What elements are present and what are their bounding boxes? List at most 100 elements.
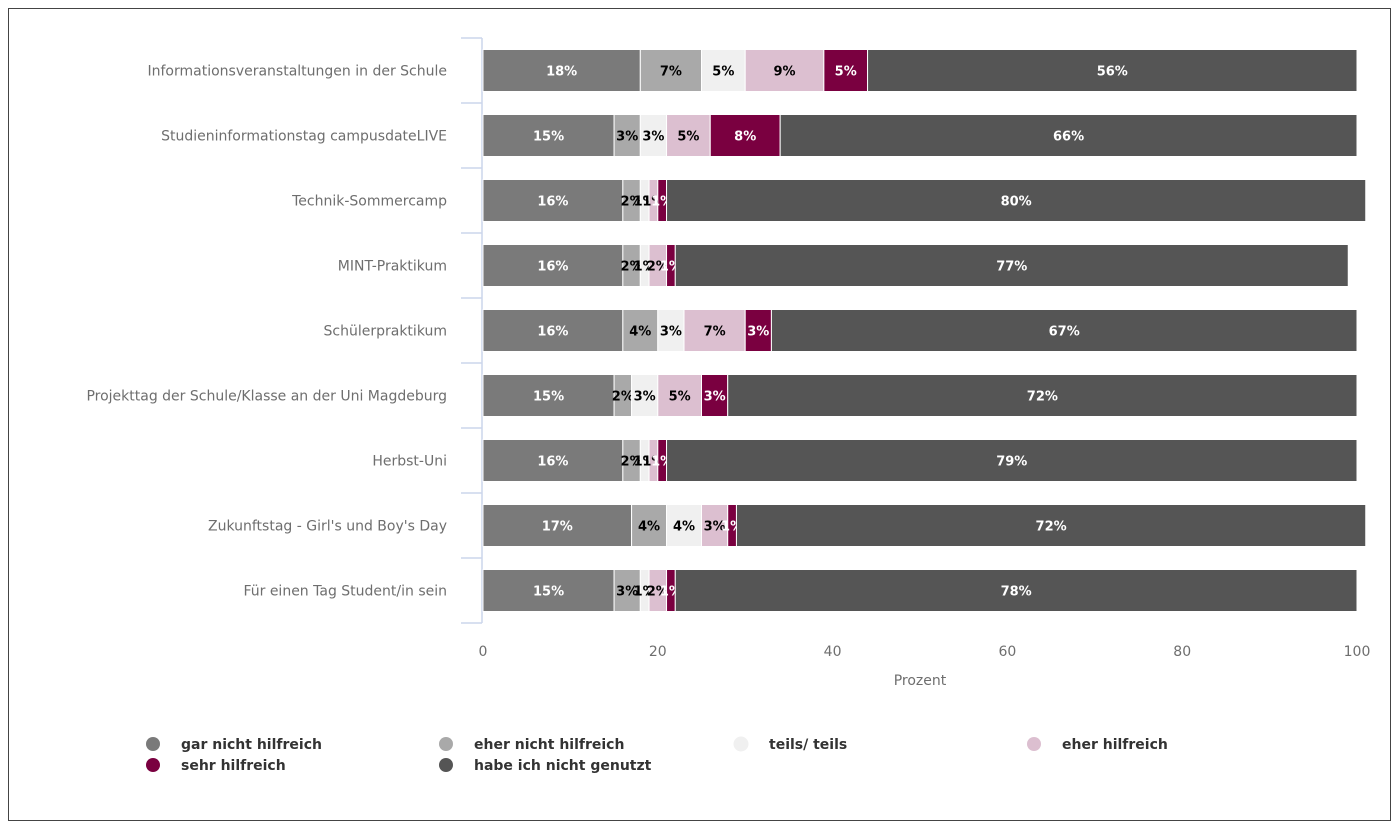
x-tick-label: 20 [649, 644, 667, 660]
bar-segment [482, 309, 624, 352]
data-label: 4% [629, 325, 651, 340]
legend-item: sehr hilfreich [181, 758, 286, 774]
bar-segment [613, 114, 641, 157]
category-label: Informationsveranstaltungen in der Schul… [147, 64, 447, 80]
legend-marker-icon [146, 758, 160, 772]
legend-marker-icon [439, 737, 453, 751]
bar-segment [674, 244, 1349, 287]
legend-item: gar nicht hilfreich [181, 737, 322, 753]
data-label: 16% [537, 455, 568, 470]
data-label: 16% [537, 260, 568, 275]
data-label: 72% [1036, 520, 1067, 535]
bar-segment [666, 439, 1358, 482]
data-label: 7% [660, 65, 682, 80]
bar-segment [823, 49, 869, 92]
bar-segment [744, 309, 772, 352]
data-label: 4% [638, 520, 660, 535]
data-label: 7% [704, 325, 726, 340]
data-label: 67% [1049, 325, 1080, 340]
data-label: 16% [537, 195, 568, 210]
bar-segment [666, 114, 711, 157]
data-label: 15% [533, 130, 564, 145]
legend-item: habe ich nicht genutzt [474, 758, 652, 774]
data-label: 5% [677, 130, 699, 145]
legend-marker-icon [146, 737, 160, 751]
data-label: 3% [747, 325, 769, 340]
data-label: 2% [647, 585, 669, 600]
data-label: 2% [612, 390, 634, 405]
bar-segment [631, 374, 659, 417]
data-label: 78% [1001, 585, 1032, 600]
data-label: 2% [621, 260, 643, 275]
data-label: 2% [621, 455, 643, 470]
data-label: 77% [996, 260, 1027, 275]
x-tick-label: 80 [1173, 644, 1191, 660]
data-label: 3% [616, 585, 638, 600]
bar-segment [779, 114, 1358, 157]
data-label: 4% [673, 520, 695, 535]
bar-segment [482, 374, 615, 417]
data-label: 8% [734, 130, 756, 145]
legend-item: teils/ teils [769, 737, 847, 753]
x-tick-label: 100 [1344, 644, 1371, 660]
data-label: 66% [1053, 130, 1084, 145]
bar-segment [482, 244, 624, 287]
data-label: 3% [704, 390, 726, 405]
bar-segment [709, 114, 781, 157]
category-label: Schülerpraktikum [324, 324, 447, 340]
bar-segment [482, 504, 633, 547]
data-label: 15% [533, 585, 564, 600]
bar-segment [482, 179, 624, 222]
category-label: Für einen Tag Student/in sein [243, 584, 447, 600]
bar-segment [666, 504, 702, 547]
category-label: Studieninformationstag campusdateLIVE [161, 129, 447, 145]
bar-segment [683, 309, 746, 352]
x-tick-label: 60 [998, 644, 1016, 660]
data-label: 3% [616, 130, 638, 145]
x-tick-label: 0 [479, 644, 488, 660]
data-label: 3% [704, 520, 726, 535]
x-axis-title: Prozent [894, 673, 947, 689]
legend-item: eher hilfreich [1062, 737, 1168, 753]
legend-marker-icon [733, 736, 749, 752]
category-label: Technik-Sommercamp [291, 194, 447, 210]
data-label: 9% [773, 65, 795, 80]
category-label: MINT-Praktikum [338, 259, 447, 275]
data-label: 2% [647, 260, 669, 275]
bar-segment [482, 569, 615, 612]
data-label: 16% [537, 325, 568, 340]
data-label: 3% [634, 390, 656, 405]
category-label: Projekttag der Schule/Klasse an der Uni … [86, 389, 447, 405]
category-label: Zukunftstag - Girl's und Boy's Day [208, 519, 447, 535]
data-label: 3% [642, 130, 664, 145]
bar-segment [867, 49, 1358, 92]
bar-segment [482, 439, 624, 482]
bar-segment [727, 374, 1358, 417]
bar-segment [770, 309, 1358, 352]
data-label: 3% [660, 325, 682, 340]
bar-segment [613, 569, 641, 612]
bar-segment [674, 569, 1358, 612]
bar-segment [657, 309, 685, 352]
legend-marker-icon [439, 758, 453, 772]
bar-segment [666, 179, 1367, 222]
data-label: 17% [542, 520, 573, 535]
bar-segment [744, 49, 825, 92]
data-label: 5% [669, 390, 691, 405]
data-label: 5% [712, 65, 734, 80]
bar-segment [631, 504, 668, 547]
bar-segment [701, 49, 746, 92]
data-label: 18% [546, 65, 577, 80]
data-label: 56% [1097, 65, 1128, 80]
legend-marker-icon [1027, 737, 1041, 751]
data-label: 79% [996, 455, 1027, 470]
bar-segment [735, 504, 1367, 547]
data-label: 80% [1001, 195, 1032, 210]
legend-item: eher nicht hilfreich [474, 737, 624, 753]
data-label: 5% [835, 65, 857, 80]
x-tick-label: 40 [824, 644, 842, 660]
data-label: 72% [1027, 390, 1058, 405]
category-label: Herbst-Uni [372, 454, 447, 470]
bar-segment [482, 49, 641, 92]
